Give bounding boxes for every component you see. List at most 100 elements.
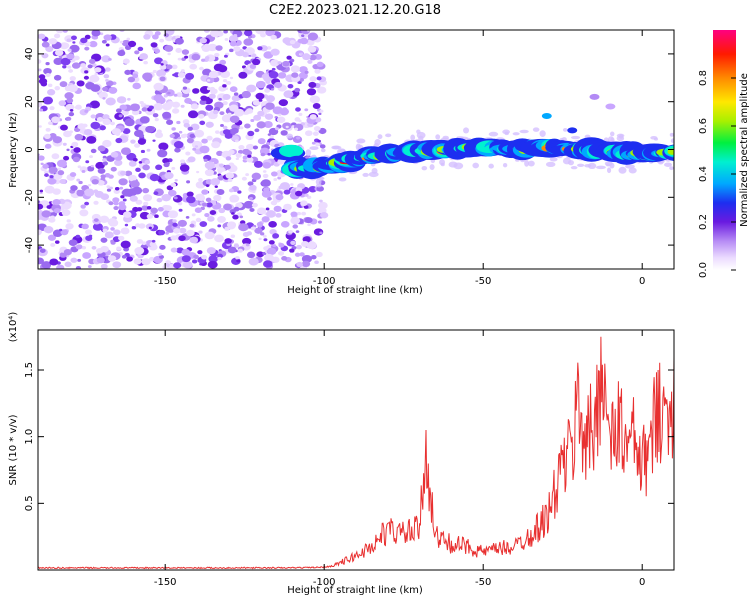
noise-cell — [272, 233, 280, 239]
signal-halo — [311, 154, 317, 159]
noise-cell — [152, 69, 157, 74]
noise-cell — [114, 159, 123, 166]
noise-cell — [216, 150, 223, 156]
noise-cell — [77, 123, 86, 130]
noise-cell — [62, 65, 67, 69]
noise-cell — [64, 92, 74, 100]
noise-cell — [213, 161, 218, 165]
noise-cell — [134, 143, 141, 148]
noise-cell — [46, 205, 52, 209]
noise-cell — [91, 213, 101, 221]
noise-cell — [277, 61, 282, 65]
noise-cell — [216, 189, 225, 196]
noise-cell — [150, 42, 158, 48]
noise-cell — [206, 79, 211, 82]
signal-halo — [410, 134, 416, 141]
noise-cell — [309, 114, 317, 120]
noise-cell — [47, 177, 57, 185]
noise-cell — [71, 35, 77, 41]
noise-cell — [121, 188, 133, 197]
noise-cell — [66, 38, 72, 43]
noise-cell — [201, 58, 206, 62]
signal-halo — [332, 145, 342, 150]
noise-cell — [199, 66, 204, 71]
noise-cell — [309, 95, 321, 104]
noise-cell — [176, 92, 183, 98]
noise-cell — [207, 260, 218, 269]
noise-cell — [180, 104, 185, 108]
noise-cell — [304, 108, 309, 112]
noise-cell — [299, 52, 303, 55]
noise-cell — [84, 201, 90, 206]
signal-halo — [570, 135, 581, 140]
noise-cell — [124, 223, 129, 227]
noise-cell — [141, 107, 148, 112]
noise-cell — [47, 234, 57, 241]
noise-cell — [265, 207, 270, 211]
noise-cell — [228, 149, 235, 155]
signal-halo — [618, 134, 624, 139]
noise-cell — [102, 139, 112, 148]
noise-cell — [170, 235, 177, 241]
noise-cell — [60, 124, 68, 131]
snr-series-line — [38, 336, 674, 570]
noise-cell — [66, 53, 75, 60]
noise-cell — [81, 246, 87, 250]
noise-cell — [114, 237, 119, 242]
noise-cell — [244, 123, 251, 129]
noise-cell — [110, 151, 119, 158]
noise-cell — [181, 57, 186, 61]
noise-cell — [242, 148, 250, 155]
noise-cell — [94, 67, 102, 73]
noise-cell — [256, 207, 267, 215]
signal-halo — [539, 130, 546, 138]
noise-cell — [110, 121, 115, 126]
noise-cell — [66, 219, 71, 223]
noise-cell — [119, 40, 124, 44]
noise-cell — [311, 141, 316, 145]
noise-cell — [205, 104, 214, 111]
noise-cell — [197, 195, 206, 202]
noise-cell — [232, 214, 239, 220]
noise-cell — [159, 38, 165, 43]
noise-cell — [93, 200, 99, 205]
noise-cell — [265, 102, 275, 110]
noise-cell — [307, 32, 319, 41]
noise-cell — [261, 190, 272, 198]
noise-cell — [122, 128, 131, 135]
noise-cell — [212, 109, 219, 115]
noise-cell — [218, 97, 222, 101]
noise-cell — [83, 75, 89, 80]
noise-cell — [218, 163, 224, 168]
noise-cell — [129, 103, 141, 112]
noise-cell — [226, 221, 237, 229]
noise-cell — [68, 239, 78, 247]
noise-cell — [89, 155, 93, 159]
noise-cell — [120, 195, 125, 199]
noise-cell — [62, 142, 67, 146]
noise-cell — [278, 185, 284, 190]
noise-cell — [60, 229, 69, 236]
noise-cell — [271, 256, 280, 263]
noise-cell — [76, 189, 82, 194]
noise-cell — [173, 141, 184, 149]
noise-cell — [84, 70, 89, 74]
noise-cell — [245, 108, 254, 114]
noise-cell — [80, 204, 86, 209]
noise-cell — [204, 213, 210, 218]
spectrogram-panel: -150 -100 -50 0 -40 -20 0 20 40 Height of strai… — [8, 29, 675, 296]
noise-cell — [56, 159, 67, 168]
noise-cell — [186, 137, 194, 144]
noise-cell — [274, 81, 283, 89]
noise-cell — [247, 154, 252, 158]
noise-cell — [80, 63, 87, 68]
noise-cell — [113, 189, 121, 195]
noise-cell — [126, 37, 131, 41]
noise-cell — [80, 37, 88, 44]
noise-cell — [179, 164, 190, 172]
noise-cell — [67, 65, 72, 69]
noise-cell — [298, 77, 305, 82]
signal-halo — [664, 162, 672, 167]
noise-cell — [237, 190, 242, 194]
noise-cell — [208, 93, 216, 99]
